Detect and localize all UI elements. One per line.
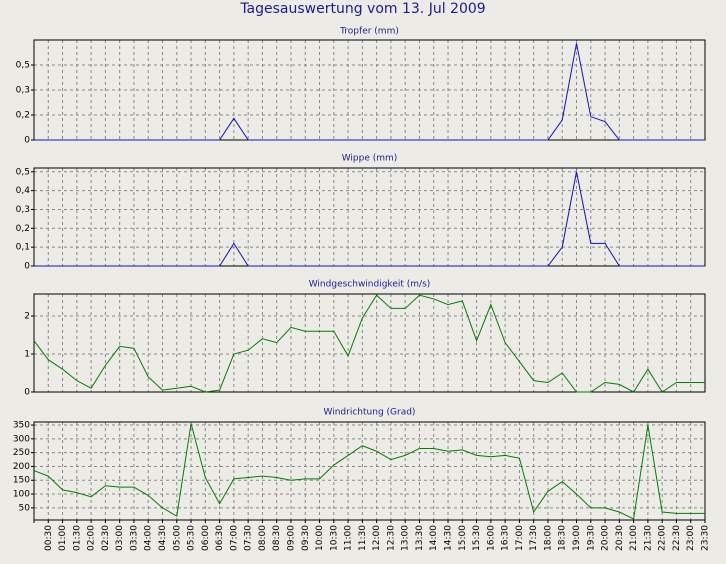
x-tick-label: 06:00 <box>201 525 211 551</box>
plot-area <box>34 168 705 266</box>
x-tick-label: 15:30 <box>472 525 482 551</box>
x-tick-label: 12:00 <box>372 525 382 551</box>
x-tick-label: 04:00 <box>144 525 154 551</box>
panel-title: Windgeschwindigkeit (m/s) <box>309 280 431 290</box>
x-tick-label: 14:30 <box>444 525 454 551</box>
y-tick-label: 300 <box>13 434 30 444</box>
plot-frame <box>33 293 706 393</box>
y-tick-label: 100 <box>13 490 30 500</box>
data-line <box>34 171 705 267</box>
x-tick-label: 03:00 <box>115 525 125 551</box>
plot-area <box>34 422 705 520</box>
x-tick-label: 22:00 <box>658 525 668 551</box>
x-tick-label: 19:00 <box>572 525 582 551</box>
x-tick-label: 04:30 <box>158 525 168 551</box>
y-tick-label: 50 <box>19 503 31 513</box>
y-tick-label: 0,5 <box>16 167 30 177</box>
y-tick-label: 0 <box>24 262 30 272</box>
x-tick-label: 17:00 <box>515 525 525 551</box>
x-tick-label: 11:30 <box>358 525 368 551</box>
chart-title: Tagesauswertung vom 13. Jul 2009 <box>239 1 485 17</box>
x-tick-label: 18:30 <box>558 525 568 551</box>
x-tick-label: 07:00 <box>229 525 239 551</box>
x-tick-label: 05:00 <box>172 525 182 551</box>
x-tick-label: 21:30 <box>643 525 653 551</box>
y-tick-label: 1 <box>24 350 30 360</box>
x-tick-label: 16:30 <box>501 525 511 551</box>
x-tick-label: 01:00 <box>58 525 68 551</box>
x-tick-label: 22:30 <box>672 525 682 551</box>
plot-area <box>34 294 705 392</box>
x-tick-label: 09:30 <box>301 525 311 551</box>
panel-title: Tropfer (mm) <box>339 27 399 37</box>
y-tick-label: 0 <box>24 388 30 398</box>
x-tick-label: 11:00 <box>344 525 354 551</box>
x-tick-label: 00:30 <box>44 525 54 551</box>
y-tick-label: 150 <box>13 476 30 486</box>
x-tick-label: 13:00 <box>401 525 411 551</box>
x-tick-label: 18:00 <box>543 525 553 551</box>
x-tick-label: 21:00 <box>629 525 639 551</box>
x-tick-label: 06:30 <box>215 525 225 551</box>
y-tick-label: 0,3 <box>16 205 30 215</box>
x-tick-label: 17:30 <box>529 525 539 551</box>
panel-title: Windrichtung (Grad) <box>324 408 416 418</box>
y-tick-label: 200 <box>13 462 30 472</box>
y-tick-label: 0 <box>24 136 30 146</box>
x-tick-label: 02:30 <box>101 525 111 551</box>
x-tick-label: 02:00 <box>87 525 97 551</box>
data-line <box>33 423 705 520</box>
panel-title: Wippe (mm) <box>342 154 398 164</box>
x-tick-label: 08:00 <box>258 525 268 551</box>
y-tick-label: 0,5 <box>16 61 30 71</box>
x-tick-label: 10:00 <box>315 525 325 551</box>
x-tick-label: 03:30 <box>129 525 139 551</box>
x-tick-label: 14:00 <box>429 525 439 551</box>
y-tick-label: 0,2 <box>16 224 30 234</box>
x-tick-label: 16:00 <box>486 525 496 551</box>
x-tick-label: 05:30 <box>187 525 197 551</box>
y-tick-label: 350 <box>13 421 30 431</box>
x-tick-label: 23:00 <box>686 525 696 551</box>
x-tick-label: 08:30 <box>272 525 282 551</box>
x-tick-label: 23:30 <box>701 525 711 551</box>
x-tick-label: 12:30 <box>386 525 396 551</box>
x-tick-label: 10:30 <box>329 525 339 551</box>
x-tick-label: 20:00 <box>601 525 611 551</box>
y-tick-label: 0,1 <box>16 243 30 253</box>
x-tick-label: 07:30 <box>244 525 254 551</box>
y-tick-label: 2 <box>24 312 30 322</box>
x-tick-label: 01:30 <box>72 525 82 551</box>
x-tick-label: 15:00 <box>458 525 468 551</box>
data-line <box>33 294 705 393</box>
x-tick-label: 19:30 <box>586 525 596 551</box>
data-line <box>34 43 705 141</box>
x-tick-label: 09:00 <box>286 525 296 551</box>
y-tick-label: 0,4 <box>16 186 31 196</box>
y-tick-label: 0,2 <box>16 111 30 121</box>
x-tick-label: 20:30 <box>615 525 625 551</box>
y-tick-label: 250 <box>13 448 30 458</box>
x-tick-label: 13:30 <box>415 525 425 551</box>
y-tick-label: 0,3 <box>16 86 30 96</box>
